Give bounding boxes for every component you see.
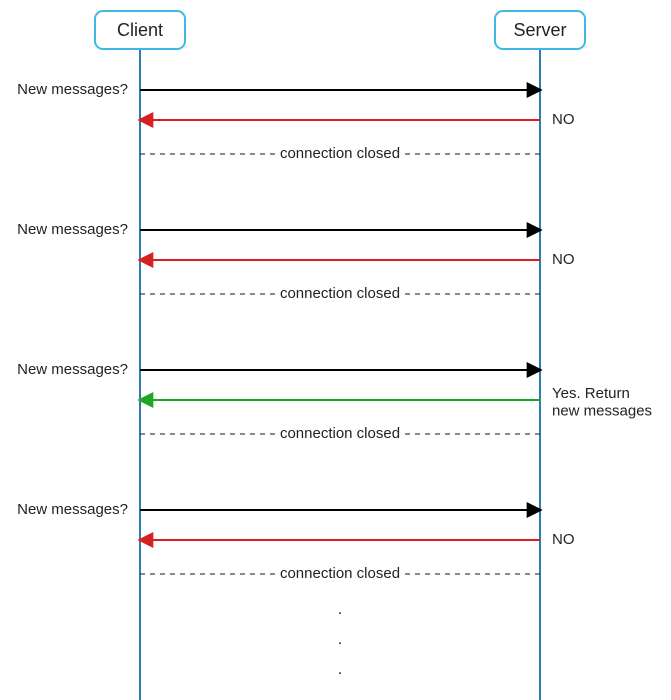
sequence-diagram: Client Server New messages? NO connection cl… bbox=[0, 0, 671, 700]
closed-label-3: connection closed bbox=[280, 565, 400, 582]
response-label-1: NO bbox=[552, 251, 575, 268]
continuation-dot-1: . bbox=[338, 631, 342, 648]
request-label-0: New messages? bbox=[17, 81, 128, 98]
request-label-3: New messages? bbox=[17, 501, 128, 518]
request-label-1: New messages? bbox=[17, 221, 128, 238]
closed-label-1: connection closed bbox=[280, 285, 400, 302]
closed-label-0: connection closed bbox=[280, 145, 400, 162]
response-label-3: NO bbox=[552, 531, 575, 548]
closed-label-2: connection closed bbox=[280, 425, 400, 442]
client-label: Client bbox=[117, 20, 163, 40]
server-label: Server bbox=[513, 20, 566, 40]
request-label-2: New messages? bbox=[17, 361, 128, 378]
continuation-dot-0: . bbox=[338, 601, 342, 618]
response-label-0: NO bbox=[552, 111, 575, 128]
continuation-dot-2: . bbox=[338, 661, 342, 678]
response-label-2: Yes. Returnnew messages bbox=[552, 385, 652, 419]
